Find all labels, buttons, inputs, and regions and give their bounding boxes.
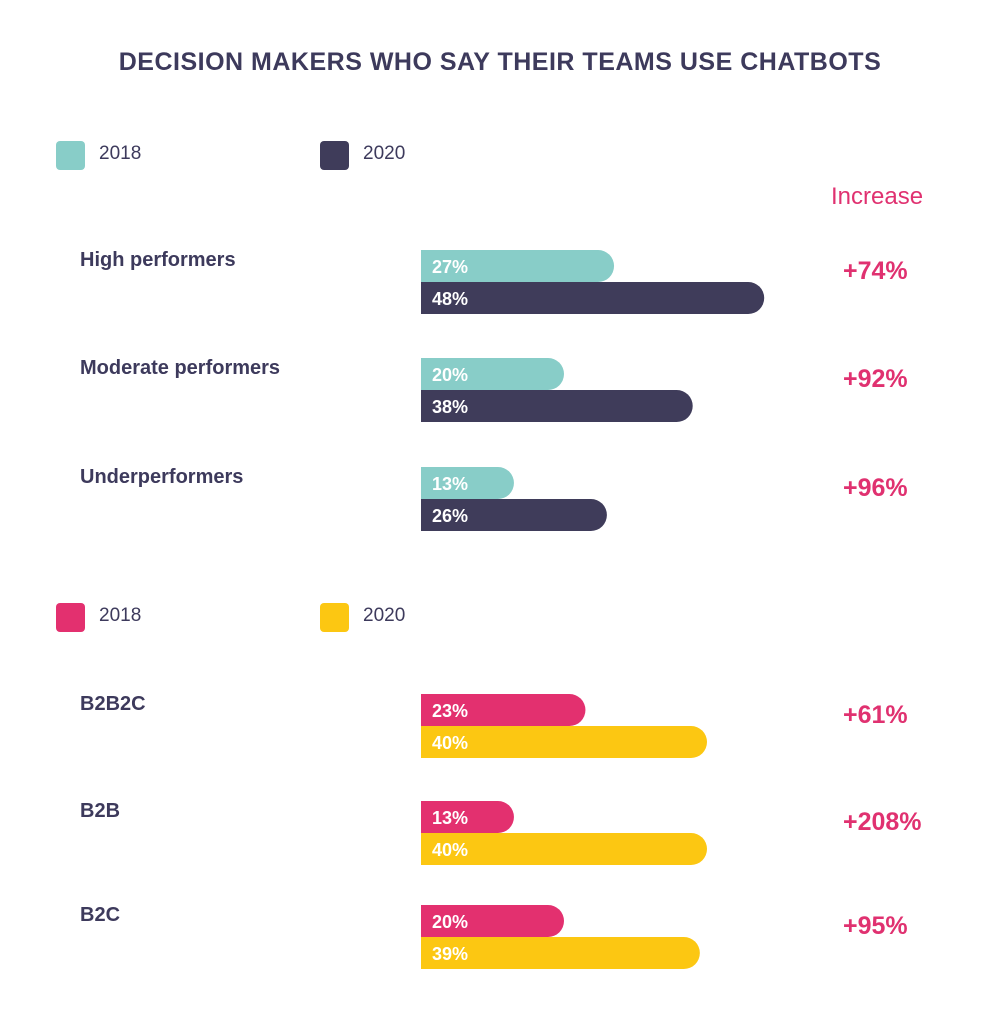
- category-label: Moderate performers: [80, 357, 280, 379]
- bar-2020: [421, 726, 707, 758]
- increase-value: +74%: [843, 257, 908, 285]
- bar-value-label: 23%: [432, 701, 468, 721]
- bar-2018: [421, 694, 586, 726]
- bar-2018: [421, 250, 615, 282]
- increase-value: +96%: [843, 474, 908, 502]
- bar-value-label: 39%: [432, 944, 468, 964]
- bar-2020: [421, 390, 693, 422]
- bar-value-label: 13%: [432, 808, 468, 828]
- bar-value-label: 40%: [432, 840, 468, 860]
- bar-value-label: 20%: [432, 365, 468, 385]
- category-label: Underperformers: [80, 466, 243, 488]
- increase-value: +92%: [843, 365, 908, 393]
- bar-value-label: 20%: [432, 912, 468, 932]
- chart-title: DECISION MAKERS WHO SAY THEIR TEAMS USE …: [118, 48, 882, 76]
- bar-value-label: 26%: [432, 506, 468, 526]
- legend-label: 2018: [99, 605, 142, 626]
- bar-value-label: 27%: [432, 257, 468, 277]
- category-label: B2B: [80, 800, 120, 822]
- bar-value-label: 13%: [432, 474, 468, 494]
- increase-value: +95%: [843, 912, 908, 940]
- legend-swatch-teal: [56, 141, 85, 170]
- legend-swatch-pink: [56, 603, 85, 632]
- bar-2018: [421, 358, 564, 390]
- bar-2018: [421, 905, 564, 937]
- bar-2020: [421, 937, 700, 969]
- category-label: B2B2C: [80, 693, 146, 715]
- legend-swatch-yellow: [320, 603, 349, 632]
- bar-2018: [421, 467, 514, 499]
- legend-label: 2020: [363, 143, 406, 164]
- bar-2018: [421, 801, 514, 833]
- bar-value-label: 48%: [432, 289, 468, 309]
- legend-label: 2020: [363, 605, 406, 626]
- bar-2020: [421, 833, 707, 865]
- increase-value: +208%: [843, 808, 922, 836]
- category-label: B2C: [80, 904, 120, 926]
- legend-label: 2018: [99, 143, 142, 164]
- category-label: High performers: [80, 249, 236, 271]
- bar-2020: [421, 499, 607, 531]
- increase-header: Increase: [831, 183, 924, 210]
- bar-value-label: 40%: [432, 733, 468, 753]
- bar-value-label: 38%: [432, 397, 468, 417]
- increase-value: +61%: [843, 701, 908, 729]
- bar-2020: [421, 282, 765, 314]
- legend-swatch-navy: [320, 141, 349, 170]
